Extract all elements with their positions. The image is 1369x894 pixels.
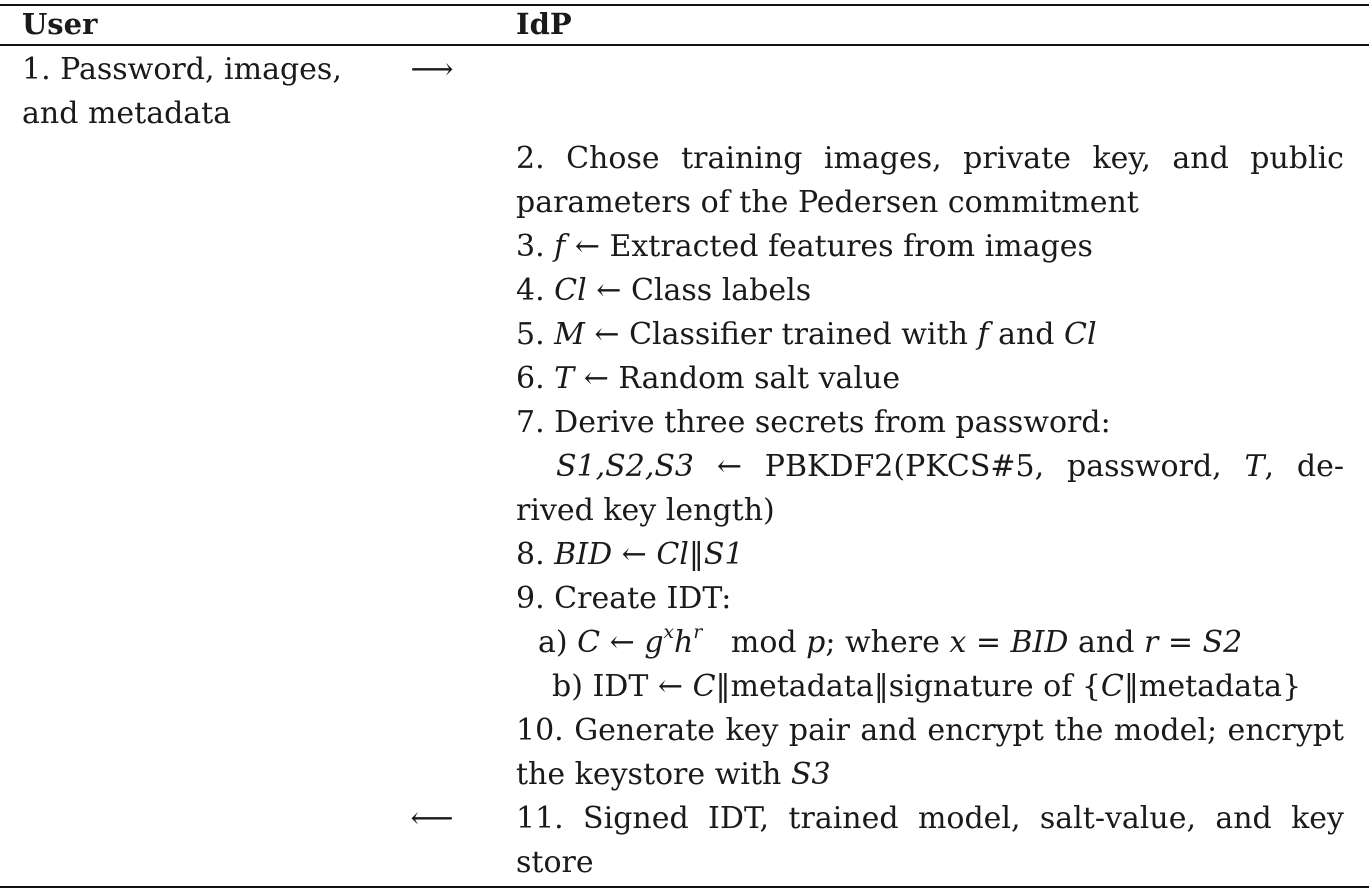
step-5-text-b: and <box>988 317 1065 352</box>
step-9-a-where: ; where <box>825 625 950 660</box>
step-8-number: 8. <box>516 537 555 572</box>
symbol-s3: S3 <box>790 757 831 792</box>
step-2-line-1: 2. Chose training images, private key, a… <box>516 141 1344 176</box>
step-9-b-end: ‖metadata} <box>1123 669 1302 704</box>
table-bottom-rule <box>0 886 1369 888</box>
step-7-line-3: rived key length) <box>516 493 775 528</box>
symbol-bid: BID <box>1010 625 1069 660</box>
symbol-s1-s2-s3: S1,S2,S3 <box>556 449 694 484</box>
step-7-pbkdf2: ← PBKDF2(PKCS#5, password, <box>694 449 1245 484</box>
equals-sign: = <box>1158 625 1203 660</box>
symbol-f: f <box>977 317 989 352</box>
step-6: 6. T ← Random salt value <box>516 357 900 401</box>
symbol-f: f <box>554 229 566 264</box>
step-10-line-1: 10. Generate key pair and encrypt the mo… <box>516 713 1344 748</box>
symbol-cl: Cl <box>1064 317 1097 352</box>
symbol-t: T <box>1244 449 1265 484</box>
symbol-m: M <box>554 317 585 352</box>
symbol-s2: S2 <box>1202 625 1243 660</box>
step-9-a-label: a) <box>538 625 578 660</box>
arrow-user-to-idp: ⟶ <box>410 52 454 87</box>
step-4-text: ← Class labels <box>586 273 812 308</box>
step-7-line-2: S1,S2,S3 ← PBKDF2(PKCS#5, password, T, d… <box>516 445 1344 489</box>
symbol-p: p <box>806 625 826 660</box>
step-4-number: 4. <box>516 273 555 308</box>
step-5: 5. M ← Classifier trained with f and Cl <box>516 313 1097 357</box>
column-header-idp: IdP <box>516 7 572 41</box>
step-7-hyphen: , de- <box>1264 449 1345 484</box>
step-9-line-1: 9. Create IDT: <box>516 581 732 616</box>
symbol-h: h <box>674 625 694 660</box>
symbol-x: x <box>949 625 967 660</box>
step-9-b-label: b) IDT ← <box>552 669 693 704</box>
step-7-line-1: 7. Derive three secrets from password: <box>516 405 1111 440</box>
step-1-line-2: and metadata <box>22 96 232 131</box>
symbol-c: C <box>1100 669 1124 704</box>
step-9-b-middle: ‖metadata‖signature of { <box>715 669 1101 704</box>
step-10-line-2-text: the keystore with <box>516 757 791 792</box>
step-9-b: b) IDT ← C‖metadata‖signature of {C‖meta… <box>552 665 1301 709</box>
exponent-r: r <box>693 622 703 644</box>
step-4: 4. Cl ← Class labels <box>516 269 811 313</box>
exponent-x: x <box>663 622 675 644</box>
step-6-number: 6. <box>516 361 555 396</box>
symbol-g: g <box>644 625 664 660</box>
symbol-c: C <box>692 669 716 704</box>
step-1-line-1: 1. Password, images, <box>22 52 342 87</box>
step-9-a-arrow: ← <box>600 625 645 660</box>
symbol-bid: BID <box>554 537 613 572</box>
step-6-text: ← Random salt value <box>574 361 901 396</box>
column-header-user: User <box>22 7 98 41</box>
step-9-a: a) C ← gxhr mod p; where x = BID and r =… <box>516 621 1242 665</box>
mod-operator: mod <box>702 625 807 660</box>
step-8-arrow: ← <box>612 537 657 572</box>
step-8: 8. BID ← Cl‖S1 <box>516 533 744 577</box>
step-9-a-and: and <box>1068 625 1144 660</box>
symbol-c: C <box>577 625 601 660</box>
step-3-text: ← Extracted features from images <box>565 229 1093 264</box>
table-header-rule <box>0 44 1369 46</box>
symbol-s1: S1 <box>703 537 744 572</box>
step-2-line-2: parameters of the Pedersen commitment <box>516 185 1139 220</box>
symbol-cl: Cl <box>656 537 689 572</box>
symbol-cl: Cl <box>554 273 587 308</box>
symbol-t: T <box>554 361 575 396</box>
step-5-text-a: ← Classifier trained with <box>584 317 978 352</box>
concat-operator: ‖ <box>688 537 704 572</box>
step-3-number: 3. <box>516 229 555 264</box>
symbol-r: r <box>1143 625 1159 660</box>
equals-sign: = <box>966 625 1011 660</box>
step-11-line-1: 11. Signed IDT, trained model, salt-valu… <box>516 801 1344 836</box>
step-11-line-2: store <box>516 845 594 880</box>
table-top-rule <box>0 4 1369 6</box>
step-3: 3. f ← Extracted features from images <box>516 225 1093 269</box>
step-10-line-2: the keystore with S3 <box>516 753 831 797</box>
arrow-idp-to-user: ⟵ <box>410 801 454 836</box>
step-5-number: 5. <box>516 317 555 352</box>
